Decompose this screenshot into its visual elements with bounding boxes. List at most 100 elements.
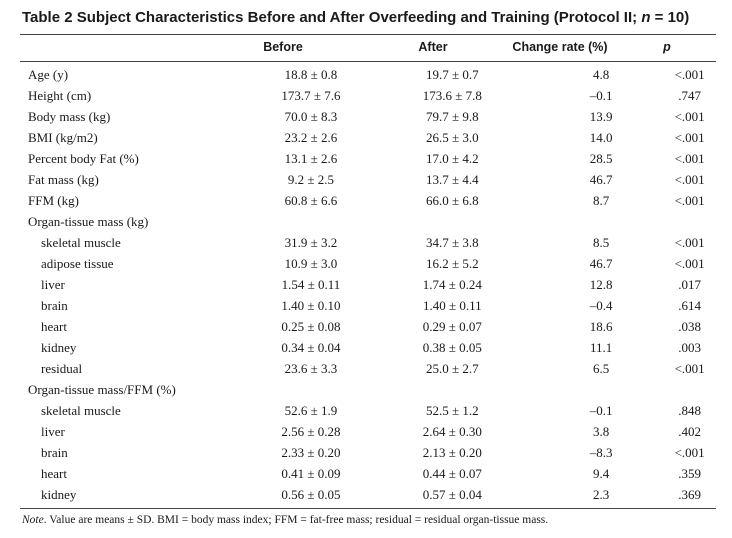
row-label: kidney bbox=[41, 487, 77, 503]
table-row: residual 23.6 ± 3.3 25.0 ± 2.7 6.5 <.001 bbox=[20, 359, 716, 380]
data-table: Age (y) 18.8 ± 0.8 19.7 ± 0.7 4.8 <.001 Heigh… bbox=[20, 64, 716, 506]
cell-before bbox=[256, 380, 365, 401]
cell-p-value bbox=[663, 211, 716, 232]
cell-before: 1.54 ± 0.11 bbox=[281, 276, 341, 292]
table-row: FFM (kg) 60.8 ± 6.6 66.0 ± 6.8 8.7 <.001 bbox=[20, 190, 716, 211]
cell-before: 0.34 ± 0.04 bbox=[281, 340, 341, 356]
table-row: heart 0.25 ± 0.08 0.29 ± 0.07 18.6 .038 bbox=[20, 317, 716, 338]
cell-change-rate: 9.4 bbox=[593, 466, 610, 482]
cell-p-value: .747 bbox=[678, 87, 701, 103]
cell-p-value: .614 bbox=[678, 298, 701, 314]
bottom-rule bbox=[20, 508, 716, 509]
cell-after: 1.74 ± 0.24 bbox=[422, 276, 482, 292]
table-row: brain 2.33 ± 0.20 2.13 ± 0.20 –8.3 <.001 bbox=[20, 443, 716, 464]
cell-change-rate: 14.0 bbox=[589, 129, 613, 145]
cell-p-value: <.001 bbox=[674, 361, 705, 377]
table-row: brain 1.40 ± 0.10 1.40 ± 0.11 –0.4 .614 bbox=[20, 296, 716, 317]
cell-change-rate: –8.3 bbox=[589, 445, 613, 461]
cell-p-value: <.001 bbox=[674, 192, 705, 208]
row-label: Percent body Fat (%) bbox=[28, 150, 139, 166]
cell-after: 0.57 ± 0.04 bbox=[422, 487, 482, 503]
cell-before: 10.9 ± 3.0 bbox=[284, 255, 338, 271]
table-note-text: . Value are means ± SD. BMI = body mass … bbox=[43, 514, 549, 526]
cell-after bbox=[366, 211, 539, 232]
table-row: skeletal muscle 31.9 ± 3.2 34.7 ± 3.8 8.5 <.… bbox=[20, 232, 716, 253]
cell-before: 9.2 ± 2.5 bbox=[287, 171, 335, 187]
row-label: Age (y) bbox=[28, 66, 69, 82]
table-row: Percent body Fat (%) 13.1 ± 2.6 17.0 ± 4.2… bbox=[20, 148, 716, 169]
cell-p-value bbox=[663, 380, 716, 401]
cell-change-rate: 18.6 bbox=[589, 319, 613, 335]
cell-before: 23.2 ± 2.6 bbox=[284, 129, 338, 145]
table-title-prefix: Table 2 Subject Characteristics Before a… bbox=[22, 9, 642, 26]
table-row: kidney 0.56 ± 0.05 0.57 ± 0.04 2.3 .369 bbox=[20, 485, 716, 506]
cell-change-rate: 4.8 bbox=[593, 66, 610, 82]
table-row: heart 0.41 ± 0.09 0.44 ± 0.07 9.4 .359 bbox=[20, 464, 716, 485]
data-table-body: Age (y) 18.8 ± 0.8 19.7 ± 0.7 4.8 <.001 Heigh… bbox=[20, 64, 716, 506]
cell-p-value: .369 bbox=[678, 487, 701, 503]
cell-after: 79.7 ± 9.8 bbox=[425, 108, 479, 124]
cell-p-value: <.001 bbox=[674, 129, 705, 145]
cell-after: 26.5 ± 3.0 bbox=[425, 129, 479, 145]
table-title: Table 2 Subject Characteristics Before a… bbox=[22, 9, 722, 26]
table-row: Body mass (kg) 70.0 ± 8.3 79.7 ± 9.8 13.9 <.… bbox=[20, 106, 716, 127]
top-rule bbox=[20, 34, 716, 35]
row-label: FFM (kg) bbox=[28, 192, 79, 208]
cell-before: 0.56 ± 0.05 bbox=[281, 487, 341, 503]
table-row: adipose tissue 10.9 ± 3.0 16.2 ± 5.2 46.7 <.… bbox=[20, 253, 716, 274]
row-label: skeletal muscle bbox=[41, 234, 121, 250]
table-title-suffix: = 10) bbox=[650, 9, 690, 26]
table-row: Age (y) 18.8 ± 0.8 19.7 ± 0.7 4.8 <.001 bbox=[20, 64, 716, 85]
cell-change-rate: 12.8 bbox=[589, 276, 613, 292]
cell-after: 66.0 ± 6.8 bbox=[425, 192, 479, 208]
cell-after: 2.13 ± 0.20 bbox=[422, 445, 482, 461]
cell-p-value: <.001 bbox=[674, 445, 705, 461]
row-label: Fat mass (kg) bbox=[28, 171, 99, 187]
table-title-n: n bbox=[641, 9, 651, 26]
cell-change-rate: –0.1 bbox=[589, 87, 613, 103]
cell-change-rate: 8.7 bbox=[593, 192, 610, 208]
cell-after: 34.7 ± 3.8 bbox=[425, 234, 479, 250]
cell-after: 0.38 ± 0.05 bbox=[422, 340, 482, 356]
cell-change-rate: 13.9 bbox=[589, 108, 613, 124]
row-label: BMI (kg/m2) bbox=[28, 129, 98, 145]
cell-change-rate: 46.7 bbox=[589, 255, 613, 271]
cell-after: 19.7 ± 0.7 bbox=[425, 66, 479, 82]
row-label: adipose tissue bbox=[41, 255, 114, 271]
table-row: skeletal muscle 52.6 ± 1.9 52.5 ± 1.2 –0.1.… bbox=[20, 401, 716, 422]
cell-change-rate: 3.8 bbox=[593, 424, 610, 440]
cell-before: 2.33 ± 0.20 bbox=[281, 445, 341, 461]
row-label: brain bbox=[41, 445, 68, 461]
row-label: heart bbox=[41, 319, 67, 335]
table-row: Height (cm) 173.7 ± 7.6 173.6 ± 7.8 –0.1 .74… bbox=[20, 85, 716, 106]
cell-p-value: <.001 bbox=[674, 234, 705, 250]
cell-p-value: <.001 bbox=[674, 171, 705, 187]
cell-change-rate: –0.1 bbox=[589, 403, 613, 419]
cell-before bbox=[256, 211, 365, 232]
cell-before: 60.8 ± 6.6 bbox=[284, 192, 338, 208]
cell-change-rate bbox=[539, 380, 663, 401]
row-label: Organ-tissue mass/FFM (%) bbox=[28, 382, 176, 398]
cell-p-value: .038 bbox=[678, 319, 701, 335]
cell-change-rate: 11.1 bbox=[590, 340, 613, 356]
column-header-p: p bbox=[663, 40, 671, 54]
row-label: liver bbox=[41, 424, 65, 440]
cell-p-value: .848 bbox=[678, 403, 701, 419]
cell-after: 16.2 ± 5.2 bbox=[425, 255, 479, 271]
cell-before: 31.9 ± 3.2 bbox=[284, 234, 338, 250]
column-header-change-rate: Change rate (%) bbox=[512, 40, 608, 54]
cell-before: 23.6 ± 3.3 bbox=[284, 361, 338, 377]
row-label: kidney bbox=[41, 340, 77, 356]
column-header-before: Before bbox=[263, 40, 303, 54]
table-note: Note. Value are means ± SD. BMI = body m… bbox=[22, 514, 722, 526]
column-header-after: After bbox=[418, 40, 448, 54]
cell-before: 52.6 ± 1.9 bbox=[284, 403, 338, 419]
cell-after: 173.6 ± 7.8 bbox=[422, 87, 482, 103]
cell-change-rate bbox=[539, 211, 663, 232]
cell-after: 25.0 ± 2.7 bbox=[425, 361, 479, 377]
cell-p-value: .017 bbox=[678, 276, 701, 292]
table-row: Organ-tissue mass/FFM (%) bbox=[20, 380, 716, 401]
table-row: kidney 0.34 ± 0.04 0.38 ± 0.05 11.1 .003 bbox=[20, 338, 716, 359]
cell-after: 0.29 ± 0.07 bbox=[422, 319, 482, 335]
cell-before: 2.56 ± 0.28 bbox=[281, 424, 341, 440]
